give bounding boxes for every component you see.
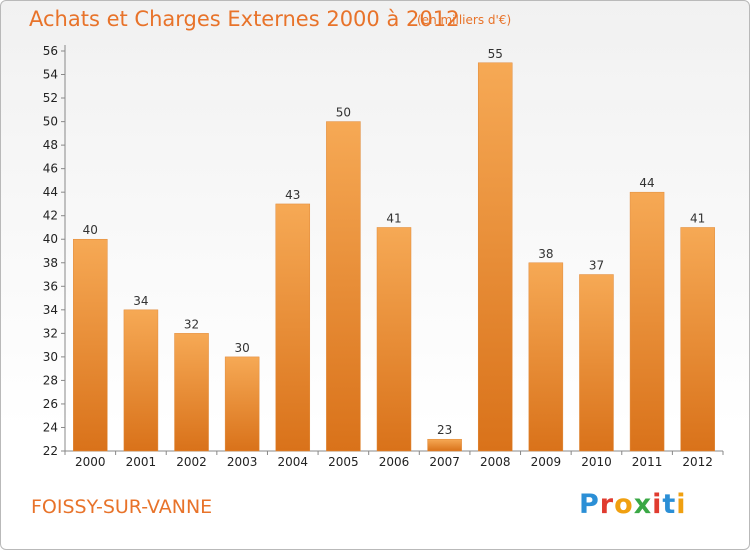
data-label: 55 — [488, 47, 503, 61]
y-tick-label: 32 — [43, 326, 58, 340]
x-tick-label: 2005 — [328, 455, 359, 469]
commune-name: FOISSY-SUR-VANNE — [31, 496, 213, 518]
bar — [629, 191, 665, 452]
y-tick-label: 48 — [43, 138, 58, 152]
y-tick-label: 44 — [43, 185, 58, 199]
x-tick-label: 2008 — [480, 455, 511, 469]
logo-letter: r — [599, 489, 615, 520]
y-tick-label: 52 — [43, 91, 58, 105]
x-tick-label: 2000 — [75, 455, 106, 469]
logo-letter: o — [614, 489, 634, 520]
y-tick-label: 22 — [43, 444, 58, 458]
x-tick-label: 2002 — [176, 455, 207, 469]
bar — [680, 227, 715, 452]
data-label: 34 — [133, 294, 148, 308]
bar — [326, 121, 361, 452]
data-label: 38 — [538, 247, 553, 261]
data-label: 41 — [386, 211, 401, 225]
chart-subtitle: (en milliers d'€) — [417, 13, 512, 27]
x-tick-label: 2001 — [126, 455, 157, 469]
x-tick-label: 2007 — [429, 455, 460, 469]
x-tick-label: 2009 — [531, 455, 562, 469]
x-tick-label: 2003 — [227, 455, 258, 469]
y-tick-label: 54 — [43, 68, 58, 82]
data-label: 30 — [235, 341, 250, 355]
data-label: 37 — [589, 259, 604, 273]
bar — [73, 238, 108, 452]
logo-letter: t — [662, 489, 677, 520]
data-label: 41 — [690, 211, 705, 225]
logo-letter: i — [676, 489, 687, 520]
x-tick-label: 2006 — [379, 455, 410, 469]
x-tick-label: 2011 — [632, 455, 663, 469]
bar — [123, 309, 159, 452]
y-tick-label: 26 — [43, 397, 58, 411]
data-label: 23 — [437, 423, 452, 437]
proxiti-logo: Proxiti — [579, 489, 687, 520]
y-tick-label: 56 — [43, 44, 58, 58]
y-tick-label: 24 — [43, 420, 58, 434]
data-label: 43 — [285, 188, 300, 202]
y-tick-label: 46 — [43, 162, 58, 176]
y-tick-label: 38 — [43, 256, 58, 270]
logo-letter: x — [633, 489, 653, 520]
data-label: 44 — [639, 176, 654, 190]
y-tick-label: 34 — [43, 303, 58, 317]
bar — [579, 274, 614, 452]
y-tick-label: 50 — [43, 115, 58, 129]
y-tick-label: 40 — [43, 232, 58, 246]
x-tick-label: 2004 — [277, 455, 308, 469]
x-tick-label: 2010 — [581, 455, 612, 469]
x-tick-label: 2012 — [682, 455, 713, 469]
y-tick-label: 30 — [43, 350, 58, 364]
bar — [376, 227, 412, 452]
y-tick-label: 28 — [43, 373, 58, 387]
bar — [275, 203, 311, 452]
data-label: 40 — [83, 223, 98, 237]
bar — [477, 62, 513, 452]
data-label: 32 — [184, 317, 199, 331]
logo-letter: P — [579, 489, 600, 520]
bar — [528, 262, 564, 452]
bar — [174, 333, 209, 452]
bar — [427, 438, 462, 452]
y-tick-label: 42 — [43, 209, 58, 223]
data-label: 50 — [336, 106, 351, 120]
logo-letter: i — [652, 489, 663, 520]
y-tick-label: 36 — [43, 279, 58, 293]
bar — [224, 356, 260, 452]
chart-title: Achats et Charges Externes 2000 à 2012 — [29, 7, 460, 31]
